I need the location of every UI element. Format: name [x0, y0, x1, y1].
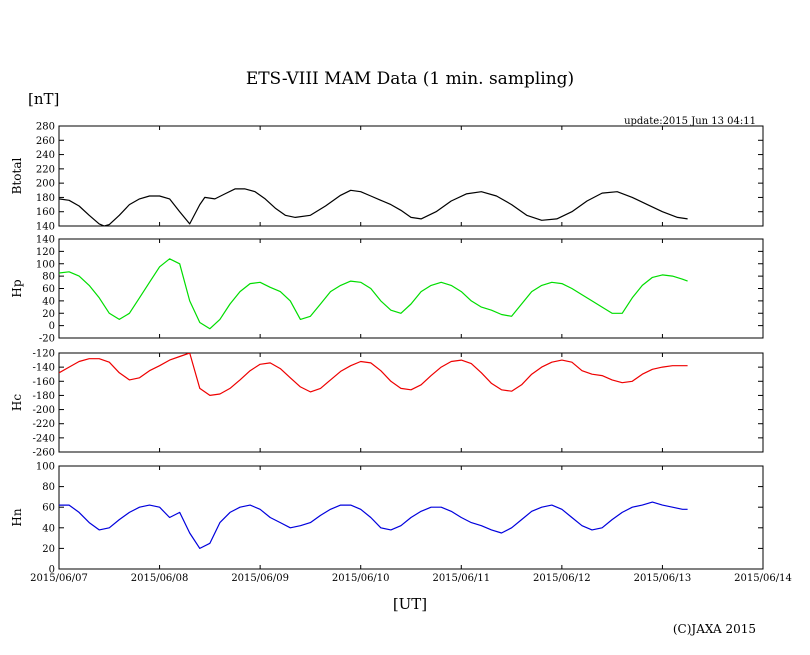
panel-label-btotal: Btotal — [10, 158, 24, 195]
x-axis-ticks: 2015/06/07 2015/06/08 2015/06/09 2015/06/10… — [30, 573, 792, 584]
ytick-label: -160 — [33, 377, 55, 388]
xtick-label: 2015/06/11 — [432, 573, 490, 584]
panel-label-hc: Hc — [10, 394, 24, 411]
xtick-label: 2015/06/09 — [231, 573, 289, 584]
ytick-label: 100 — [36, 259, 55, 270]
xtick-label: 2015/06/07 — [30, 573, 88, 584]
ytick-label: -180 — [33, 391, 55, 402]
ytick-label: 280 — [36, 122, 55, 133]
xtick-label: 2015/06/08 — [131, 573, 189, 584]
ytick-label: 200 — [36, 179, 55, 190]
ytick-label: -200 — [33, 405, 55, 416]
panel-hc: -260 -240 -220 -200 -180 -160 -140 -120 Hc — [10, 349, 764, 459]
panel-frame-hp — [58, 238, 764, 339]
panel-frame-hc — [58, 352, 764, 453]
ytick-label: 220 — [36, 164, 55, 175]
panel-label-hp: Hp — [10, 279, 24, 297]
ytick-label: 0 — [49, 321, 55, 332]
ytick-label: 80 — [42, 272, 55, 283]
ytick-label: 20 — [42, 309, 55, 320]
panels-group: 140160180200220240260280Btotal-200204060… — [10, 122, 764, 576]
x-axis-label: [UT] — [393, 595, 427, 613]
series-line-hp — [59, 258, 688, 330]
ytick-label: -240 — [33, 433, 55, 444]
panel-label-hn: Hn — [10, 508, 24, 526]
copyright-text: (C)JAXA 2015 — [673, 622, 756, 636]
ytick-label: 0 — [49, 565, 55, 576]
series-line-btotal — [59, 188, 688, 226]
ytick-label: 140 — [36, 235, 55, 246]
series-line-hn — [59, 501, 688, 550]
update-text: update:2015 Jun 13 04:11 — [624, 116, 756, 127]
ytick-label: 100 — [36, 462, 55, 473]
ytick-label: 140 — [36, 222, 55, 233]
ytick-label: 180 — [36, 193, 55, 204]
ytick-label: 120 — [36, 247, 55, 258]
ytick-label: -220 — [33, 419, 55, 430]
ytick-label: 40 — [42, 296, 55, 307]
ytick-label: -260 — [33, 448, 55, 459]
xtick-label: 2015/06/13 — [634, 573, 692, 584]
panel-btotal: 140 160 180 200 220 240 260 280 Btotal — [10, 122, 764, 233]
ytick-label: 160 — [36, 207, 55, 218]
xtick-label: 2015/06/12 — [533, 573, 591, 584]
ytick-label: 80 — [42, 482, 55, 493]
ytick-label: -20 — [39, 334, 55, 345]
ytick-label: 40 — [42, 523, 55, 534]
ytick-label: 260 — [36, 136, 55, 147]
ytick-label: 240 — [36, 150, 55, 161]
panel-hn: 0 20 40 60 80 100 Hn — [10, 462, 764, 576]
ytick-label: -120 — [33, 349, 55, 360]
panel-frame-btotal — [58, 125, 764, 227]
series-line-hc — [59, 353, 688, 396]
chart-title: ETS-VIII MAM Data (1 min. sampling) — [246, 69, 574, 89]
ytick-label: 60 — [42, 503, 55, 514]
panel-frame-hn — [58, 465, 764, 570]
xtick-label: 2015/06/14 — [734, 573, 792, 584]
ytick-label: -140 — [33, 363, 55, 374]
ytick-label: 20 — [42, 544, 55, 555]
ytick-label: 60 — [42, 284, 55, 295]
xtick-label: 2015/06/10 — [332, 573, 390, 584]
unit-label: [nT] — [28, 90, 59, 108]
